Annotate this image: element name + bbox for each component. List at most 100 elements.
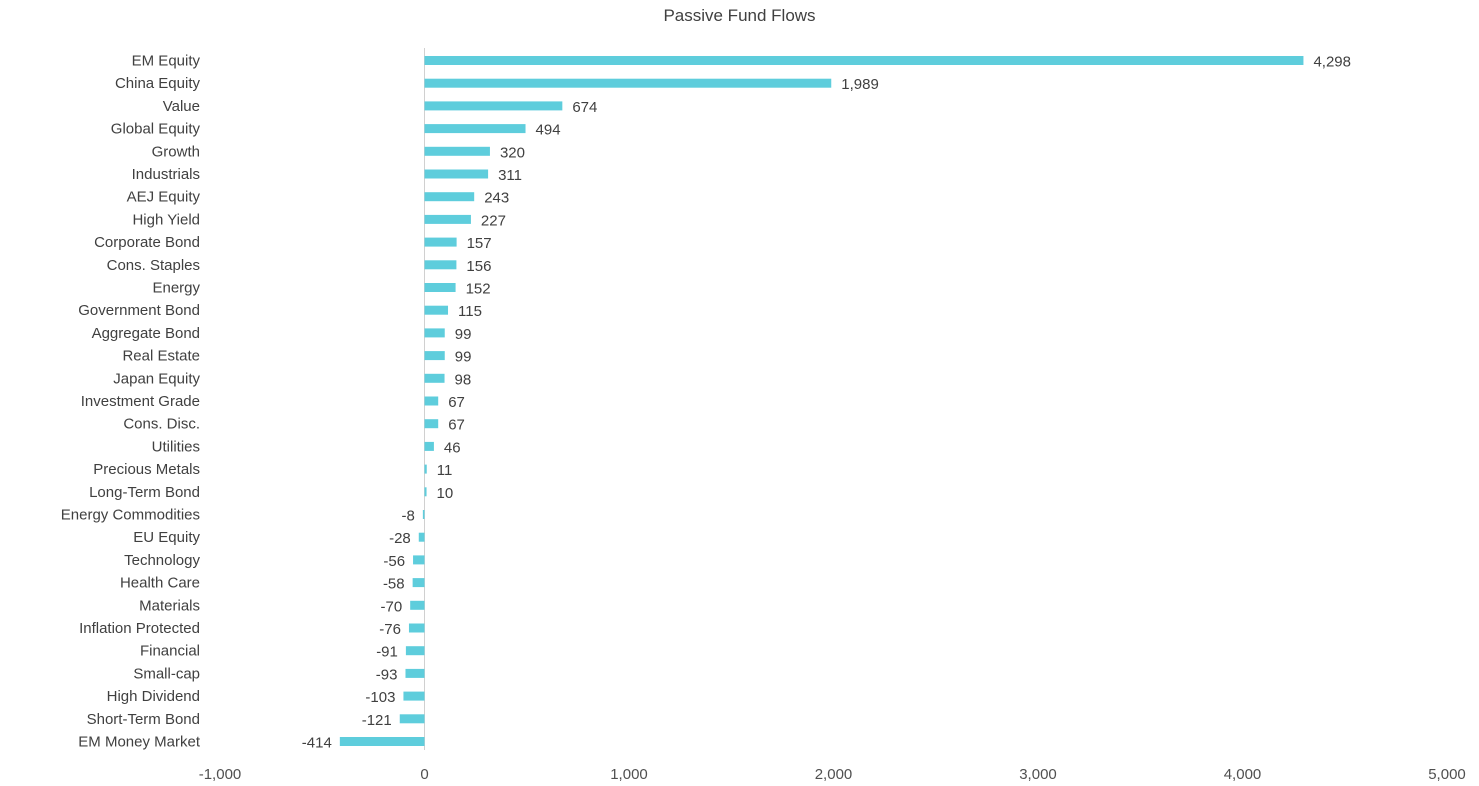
- bar: [410, 600, 425, 610]
- data-label: 227: [481, 212, 506, 229]
- data-label: 67: [448, 417, 465, 434]
- category-label: Cons. Staples: [107, 257, 200, 274]
- category-label: Cons. Disc.: [123, 416, 200, 433]
- category-label: Utilities: [152, 438, 200, 455]
- data-label: 494: [536, 122, 561, 139]
- bar: [424, 419, 439, 429]
- bar: [405, 668, 425, 678]
- bar: [339, 737, 425, 746]
- bar: [424, 146, 490, 156]
- category-label: AEJ Equity: [127, 189, 201, 206]
- bar: [424, 464, 427, 474]
- data-label: -121: [362, 712, 392, 729]
- data-label: 152: [466, 281, 491, 298]
- category-label: Inflation Protected: [79, 620, 200, 637]
- category-label: Global Equity: [111, 121, 201, 138]
- category-label: EM Equity: [132, 53, 201, 70]
- category-label: Long-Term Bond: [89, 484, 200, 501]
- bar: [424, 78, 832, 88]
- data-label: 1,989: [841, 76, 879, 93]
- data-label: -58: [383, 576, 405, 593]
- data-label: 320: [500, 144, 525, 161]
- bar: [424, 305, 449, 315]
- category-label: Growth: [152, 143, 200, 160]
- data-label: 67: [448, 394, 465, 411]
- data-label: 243: [484, 190, 509, 207]
- bar: [424, 214, 471, 224]
- data-label: 157: [467, 235, 492, 252]
- data-label: -414: [302, 735, 332, 752]
- category-label: High Yield: [132, 211, 200, 228]
- bar: [424, 237, 457, 247]
- category-label: EM Money Market: [78, 734, 201, 751]
- bar: [424, 124, 526, 134]
- bar: [405, 646, 425, 656]
- data-label: 98: [455, 371, 472, 388]
- category-label: Technology: [124, 552, 200, 569]
- data-label: -70: [380, 598, 402, 615]
- category-label: Government Bond: [78, 302, 200, 319]
- category-label: Real Estate: [122, 348, 200, 365]
- x-tick-label: 1,000: [610, 766, 648, 783]
- x-tick-label: 2,000: [815, 766, 853, 783]
- bar: [424, 101, 563, 111]
- bar: [418, 532, 425, 542]
- category-label: Health Care: [120, 575, 200, 592]
- bar: [399, 714, 425, 724]
- bar: [424, 441, 434, 451]
- data-label: -91: [376, 644, 398, 661]
- data-label: 311: [498, 167, 522, 184]
- category-label: Industrials: [132, 166, 200, 183]
- x-tick-label: 5,000: [1428, 766, 1466, 783]
- category-label: Energy: [152, 280, 200, 297]
- data-label: 46: [444, 439, 461, 456]
- bar: [422, 510, 425, 519]
- data-label: -76: [379, 621, 401, 638]
- category-label: Energy Commodities: [61, 507, 200, 524]
- category-label: Financial: [140, 643, 200, 660]
- bar: [408, 623, 425, 633]
- data-label: -8: [402, 508, 415, 525]
- data-label: 156: [466, 258, 491, 275]
- data-label: 99: [455, 326, 472, 343]
- data-label: 11: [437, 462, 453, 479]
- x-tick-label: -1,000: [199, 766, 242, 783]
- data-label: 99: [455, 349, 472, 366]
- data-label: -103: [365, 689, 395, 706]
- data-label: -28: [389, 530, 411, 547]
- bar: [424, 260, 457, 270]
- bar: [424, 169, 489, 179]
- x-tick-label: 0: [420, 766, 428, 783]
- category-label: Corporate Bond: [94, 234, 200, 251]
- category-label: Short-Term Bond: [87, 711, 200, 728]
- data-label: 4,298: [1313, 54, 1351, 71]
- category-label: EU Equity: [133, 529, 200, 546]
- chart-title: Passive Fund Flows: [663, 6, 816, 25]
- category-label: Small-cap: [133, 665, 200, 682]
- bar: [424, 56, 1304, 65]
- data-label: 674: [572, 99, 597, 116]
- bar: [412, 578, 425, 588]
- category-label: Japan Equity: [113, 370, 200, 387]
- bar: [424, 487, 427, 497]
- bar: [424, 192, 475, 202]
- data-label: 115: [458, 303, 482, 320]
- bar: [424, 283, 456, 292]
- category-label: China Equity: [115, 75, 201, 92]
- category-label: Value: [163, 98, 200, 115]
- category-label: Aggregate Bond: [92, 325, 200, 342]
- bar: [424, 396, 439, 406]
- bar: [424, 328, 445, 338]
- data-label: -56: [383, 553, 405, 570]
- bar: [413, 555, 425, 565]
- category-label: Materials: [139, 597, 200, 614]
- bar: [403, 691, 425, 701]
- category-label: Precious Metals: [93, 461, 200, 478]
- x-tick-label: 3,000: [1019, 766, 1057, 783]
- category-label: High Dividend: [107, 688, 200, 705]
- bar: [424, 351, 445, 361]
- category-label: Investment Grade: [81, 393, 200, 410]
- x-tick-label: 4,000: [1224, 766, 1262, 783]
- data-label: 10: [437, 485, 454, 502]
